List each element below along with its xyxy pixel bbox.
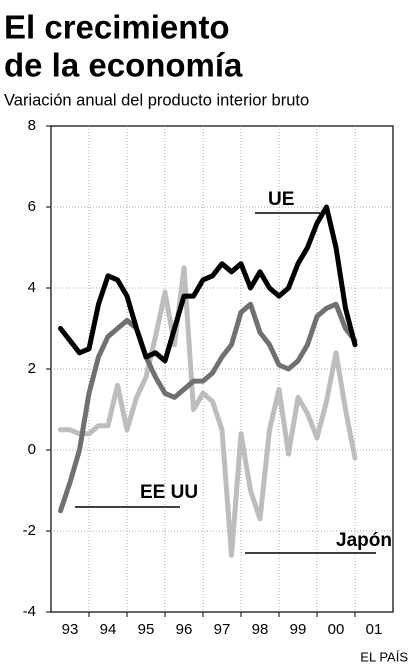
x-tick-label: 93	[62, 621, 79, 638]
x-tick-label: 97	[214, 621, 231, 638]
x-tick-label: 98	[252, 621, 269, 638]
x-tick-label: 01	[366, 621, 383, 638]
y-tick-label: 2	[28, 360, 36, 377]
series-label: EE UU	[140, 482, 198, 503]
x-tick-label: 99	[290, 621, 307, 638]
x-tick-label: 94	[100, 621, 117, 638]
y-tick-label: 6	[28, 198, 36, 215]
y-tick-label: 0	[28, 441, 36, 458]
y-tick-label: 8	[28, 117, 36, 134]
x-tick-label: 96	[176, 621, 193, 638]
chart-title: El crecimiento	[4, 9, 230, 46]
series-label: UE	[268, 189, 294, 210]
chart-subtitle: Variación anual del producto interior br…	[4, 91, 309, 109]
chart-title: de la economía	[4, 47, 243, 84]
series-line	[58, 301, 358, 514]
y-tick-label: 4	[28, 279, 36, 296]
y-tick-label: -4	[23, 603, 36, 620]
series-label: Japón	[336, 530, 392, 551]
series-line	[58, 265, 358, 558]
source: EL PAÍS	[360, 649, 408, 664]
series-line	[58, 204, 358, 364]
x-tick-label: 95	[138, 621, 155, 638]
y-tick-label: -2	[23, 522, 36, 539]
x-tick-label: 00	[328, 621, 345, 638]
